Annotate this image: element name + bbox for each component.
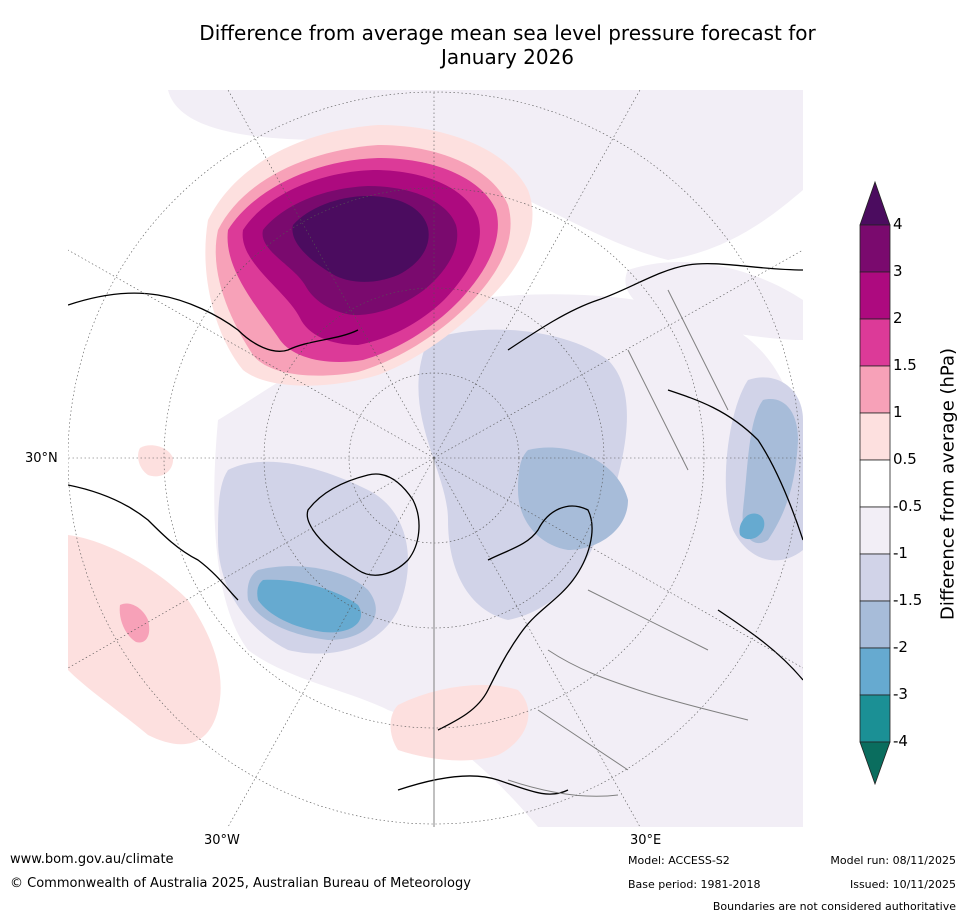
colorbar-tick-label: -1.5 — [893, 591, 923, 609]
coastline-greenland — [306, 473, 420, 576]
title-line-1: Difference from average mean sea level p… — [199, 21, 816, 45]
anomaly-region-plus05-mediterranean — [390, 685, 529, 761]
colorbar-tick-label: 3 — [893, 262, 903, 280]
colorbar-tick-label: 1.5 — [893, 356, 917, 374]
anomaly-region-minus2-atlantic — [257, 579, 362, 633]
coastline-europe — [397, 505, 593, 795]
colorbar-tick-label: -1 — [893, 544, 908, 562]
coastline-asia — [507, 262, 803, 681]
colorbar-segment — [859, 224, 891, 273]
colorbar-tick-label: 2 — [893, 309, 903, 327]
colorbar — [859, 180, 891, 785]
anomaly-region-light-negative-ne — [625, 261, 803, 340]
colorbar-tick-label: -2 — [893, 638, 908, 656]
chart-title: Difference from average mean sea level p… — [0, 21, 965, 69]
anomaly-region-plus4-high — [292, 196, 429, 282]
website-link[interactable]: www.bom.gov.au/climate — [10, 852, 174, 867]
pressure-anomaly-map — [68, 90, 803, 827]
colorbar-extend-bottom — [859, 741, 891, 785]
colorbar-segment — [859, 553, 891, 602]
colorbar-segment — [859, 271, 891, 320]
lon-label-30w: 30°W — [204, 833, 240, 848]
colorbar-segment — [859, 318, 891, 367]
colorbar-segment — [859, 365, 891, 414]
colorbar-segment — [859, 694, 891, 743]
anomaly-region-minus2-asia — [739, 513, 765, 540]
colorbar-segment — [859, 412, 891, 461]
colorbar-tick-label: -3 — [893, 685, 908, 703]
colorbar-label: Difference from average (hPa) — [937, 347, 959, 621]
country-borders — [507, 289, 749, 797]
colorbar-tick-label: 4 — [893, 215, 903, 233]
copyright-text: © Commonwealth of Australia 2025, Austra… — [10, 876, 471, 891]
colorbar-extend-top — [859, 180, 891, 226]
disclaimer: Boundaries are not considered authoritat… — [712, 900, 956, 913]
base-period: Base period: 1981-2018 — [628, 878, 761, 891]
model-name: Model: ACCESS-S2 — [628, 854, 730, 867]
colorbar-segment — [859, 459, 891, 508]
issued-date: Issued: 10/11/2025 — [849, 878, 956, 891]
lon-label-30e: 30°E — [630, 833, 662, 848]
title-line-2: January 2026 — [440, 45, 575, 69]
colorbar-segment — [859, 647, 891, 696]
colorbar-tick-label: 1 — [893, 403, 903, 421]
colorbar-segment — [859, 600, 891, 649]
coastline-north-america — [68, 292, 359, 601]
anomaly-region-minus15-asia — [742, 399, 798, 544]
colorbar-tick-label: 0.5 — [893, 450, 917, 468]
anomaly-region-plus1-pacific — [119, 603, 150, 643]
lat-label-30n: 30°N — [25, 451, 58, 466]
colorbar-tick-label: -0.5 — [893, 497, 923, 515]
colorbar-tick-label: -4 — [893, 732, 908, 750]
model-run-date: Model run: 08/11/2025 — [830, 854, 956, 867]
colorbar-segment — [859, 506, 891, 555]
anomaly-region-minus15-europe — [518, 447, 628, 550]
